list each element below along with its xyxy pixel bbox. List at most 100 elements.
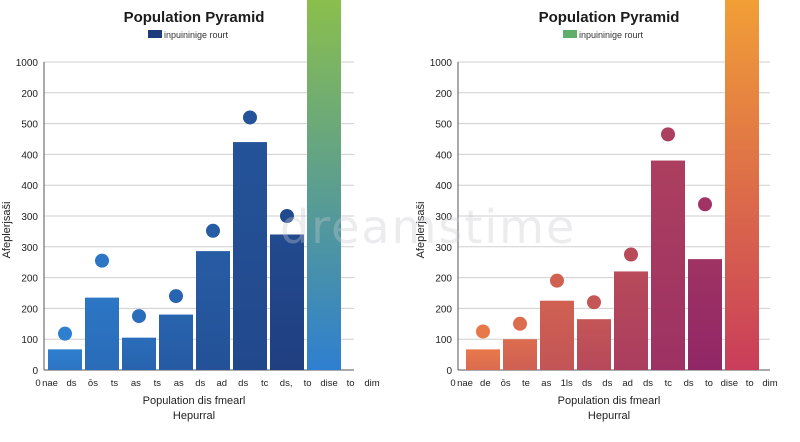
y-tick-label: 100: [21, 335, 38, 346]
x-axis-sublabel: Hepurral: [173, 410, 215, 422]
y-tick-label: 200: [21, 89, 38, 100]
chart-left: Population Pyramid inpuininige rourt 0 100 2…: [1, 0, 380, 422]
x-tick-label: ad: [216, 378, 227, 389]
y-tick-label: 500: [21, 120, 38, 131]
x-tick-label: as: [174, 378, 184, 389]
x-tick-label: ds: [195, 378, 205, 389]
x-tick-label: tc: [261, 378, 269, 389]
legend-label: inpuininige rourt: [579, 30, 644, 40]
x-tick-label: de: [480, 378, 491, 389]
data-marker: [476, 324, 490, 339]
bar: [85, 297, 119, 370]
y-tick-label: 200: [435, 304, 452, 315]
data-marker: [587, 295, 601, 310]
y-tick-label: 300: [21, 243, 38, 254]
x-tick-label: te: [522, 378, 530, 389]
x-tick-label: ad: [622, 378, 633, 389]
x-tick-label: 1ls: [561, 378, 573, 389]
chart-panel-left: Population Pyramid inpuininige rourt 0 100 2…: [0, 0, 400, 437]
y-tick-label: 400: [21, 181, 38, 192]
data-marker: [280, 209, 294, 223]
x-tick-label: ds,: [280, 378, 293, 389]
x-tick-label: ts: [154, 378, 162, 389]
x-tick-label: ds: [684, 378, 694, 389]
x-origin-label: 0: [35, 378, 40, 389]
y-tick-label: 300: [435, 212, 452, 223]
y-tick-label: 200: [435, 89, 452, 100]
y-axis-label: Afeplerjsaši: [1, 202, 13, 259]
x-axis-sublabel: Hepurral: [588, 410, 630, 422]
bar: [466, 349, 500, 370]
x-tick-label: as: [541, 378, 551, 389]
y-tick-label: 200: [435, 274, 452, 285]
y-tick-label: 400: [435, 181, 452, 192]
bar: [577, 319, 611, 370]
legend-label: inpuininige rourt: [164, 30, 229, 40]
x-tick-label: to: [705, 378, 713, 389]
data-marker: [698, 197, 712, 212]
bar: [540, 300, 574, 370]
data-marker: [550, 273, 564, 288]
y-tick-label: 100: [435, 335, 452, 346]
y-tick-label: 1000: [430, 58, 453, 69]
bar: [270, 234, 304, 370]
y-tick-label: 1000: [16, 58, 39, 69]
data-marker: [132, 309, 146, 324]
bar: [651, 160, 685, 370]
x-tick-label: as: [131, 378, 141, 389]
x-axis-label: Population dis fmearl: [558, 395, 661, 407]
x-tick-label: to: [746, 378, 754, 389]
chart-title: Population Pyramid: [124, 9, 265, 26]
data-marker: [513, 316, 527, 331]
x-axis-label: Population dis fmearl: [143, 395, 246, 407]
bar: [122, 337, 156, 370]
x-tick-label: ds: [602, 378, 612, 389]
data-marker: [169, 289, 183, 304]
bar: [725, 0, 759, 370]
data-marker: [206, 223, 220, 238]
bar: [307, 0, 341, 371]
data-marker: [95, 253, 109, 268]
y-tick-label: 200: [21, 274, 38, 285]
legend-swatch: [563, 30, 577, 38]
y-tick-label: 300: [21, 212, 38, 223]
chart-panel-right: Population Pyramid inpuininige rourt 0 100 2…: [400, 0, 800, 437]
x-tick-label: ds: [66, 378, 76, 389]
data-marker: [58, 326, 72, 341]
y-tick-label: 0: [446, 366, 452, 377]
x-tick-label: ts: [111, 378, 119, 389]
bar: [614, 271, 648, 370]
x-origin-label: 0: [450, 378, 455, 389]
y-tick-label: 0: [32, 366, 38, 377]
bar: [688, 259, 722, 370]
x-tick-label: dim: [364, 378, 379, 389]
y-tick-label: 400: [21, 150, 38, 161]
data-marker: [624, 247, 638, 262]
x-tick-label: ds: [238, 378, 248, 389]
bar: [159, 314, 193, 370]
chart-right: Population Pyramid inpuininige rourt 0 100 2…: [415, 0, 778, 422]
bar: [503, 339, 537, 370]
x-tick-label: ōs: [501, 378, 511, 389]
bar: [48, 349, 82, 370]
x-tick-label: ds: [582, 378, 592, 389]
y-tick-label: 200: [21, 304, 38, 315]
y-tick-label: 500: [435, 120, 452, 131]
bar: [233, 142, 267, 370]
chart-title: Population Pyramid: [539, 9, 680, 26]
x-tick-label: to: [304, 378, 312, 389]
x-tick-label: dise: [721, 378, 738, 389]
data-marker: [661, 127, 675, 142]
x-tick-label: tc: [665, 378, 673, 389]
x-tick-label: nae: [457, 378, 473, 389]
y-tick-label: 400: [435, 150, 452, 161]
legend-swatch: [148, 30, 162, 38]
y-tick-label: 300: [435, 243, 452, 254]
x-tick-label: ōs: [88, 378, 98, 389]
x-tick-label: to: [347, 378, 355, 389]
bar: [196, 251, 230, 370]
data-marker: [243, 110, 257, 125]
y-axis-label: Afeplerjsaši: [415, 202, 427, 259]
x-tick-label: dim: [762, 378, 777, 389]
x-tick-label: dise: [320, 378, 337, 389]
